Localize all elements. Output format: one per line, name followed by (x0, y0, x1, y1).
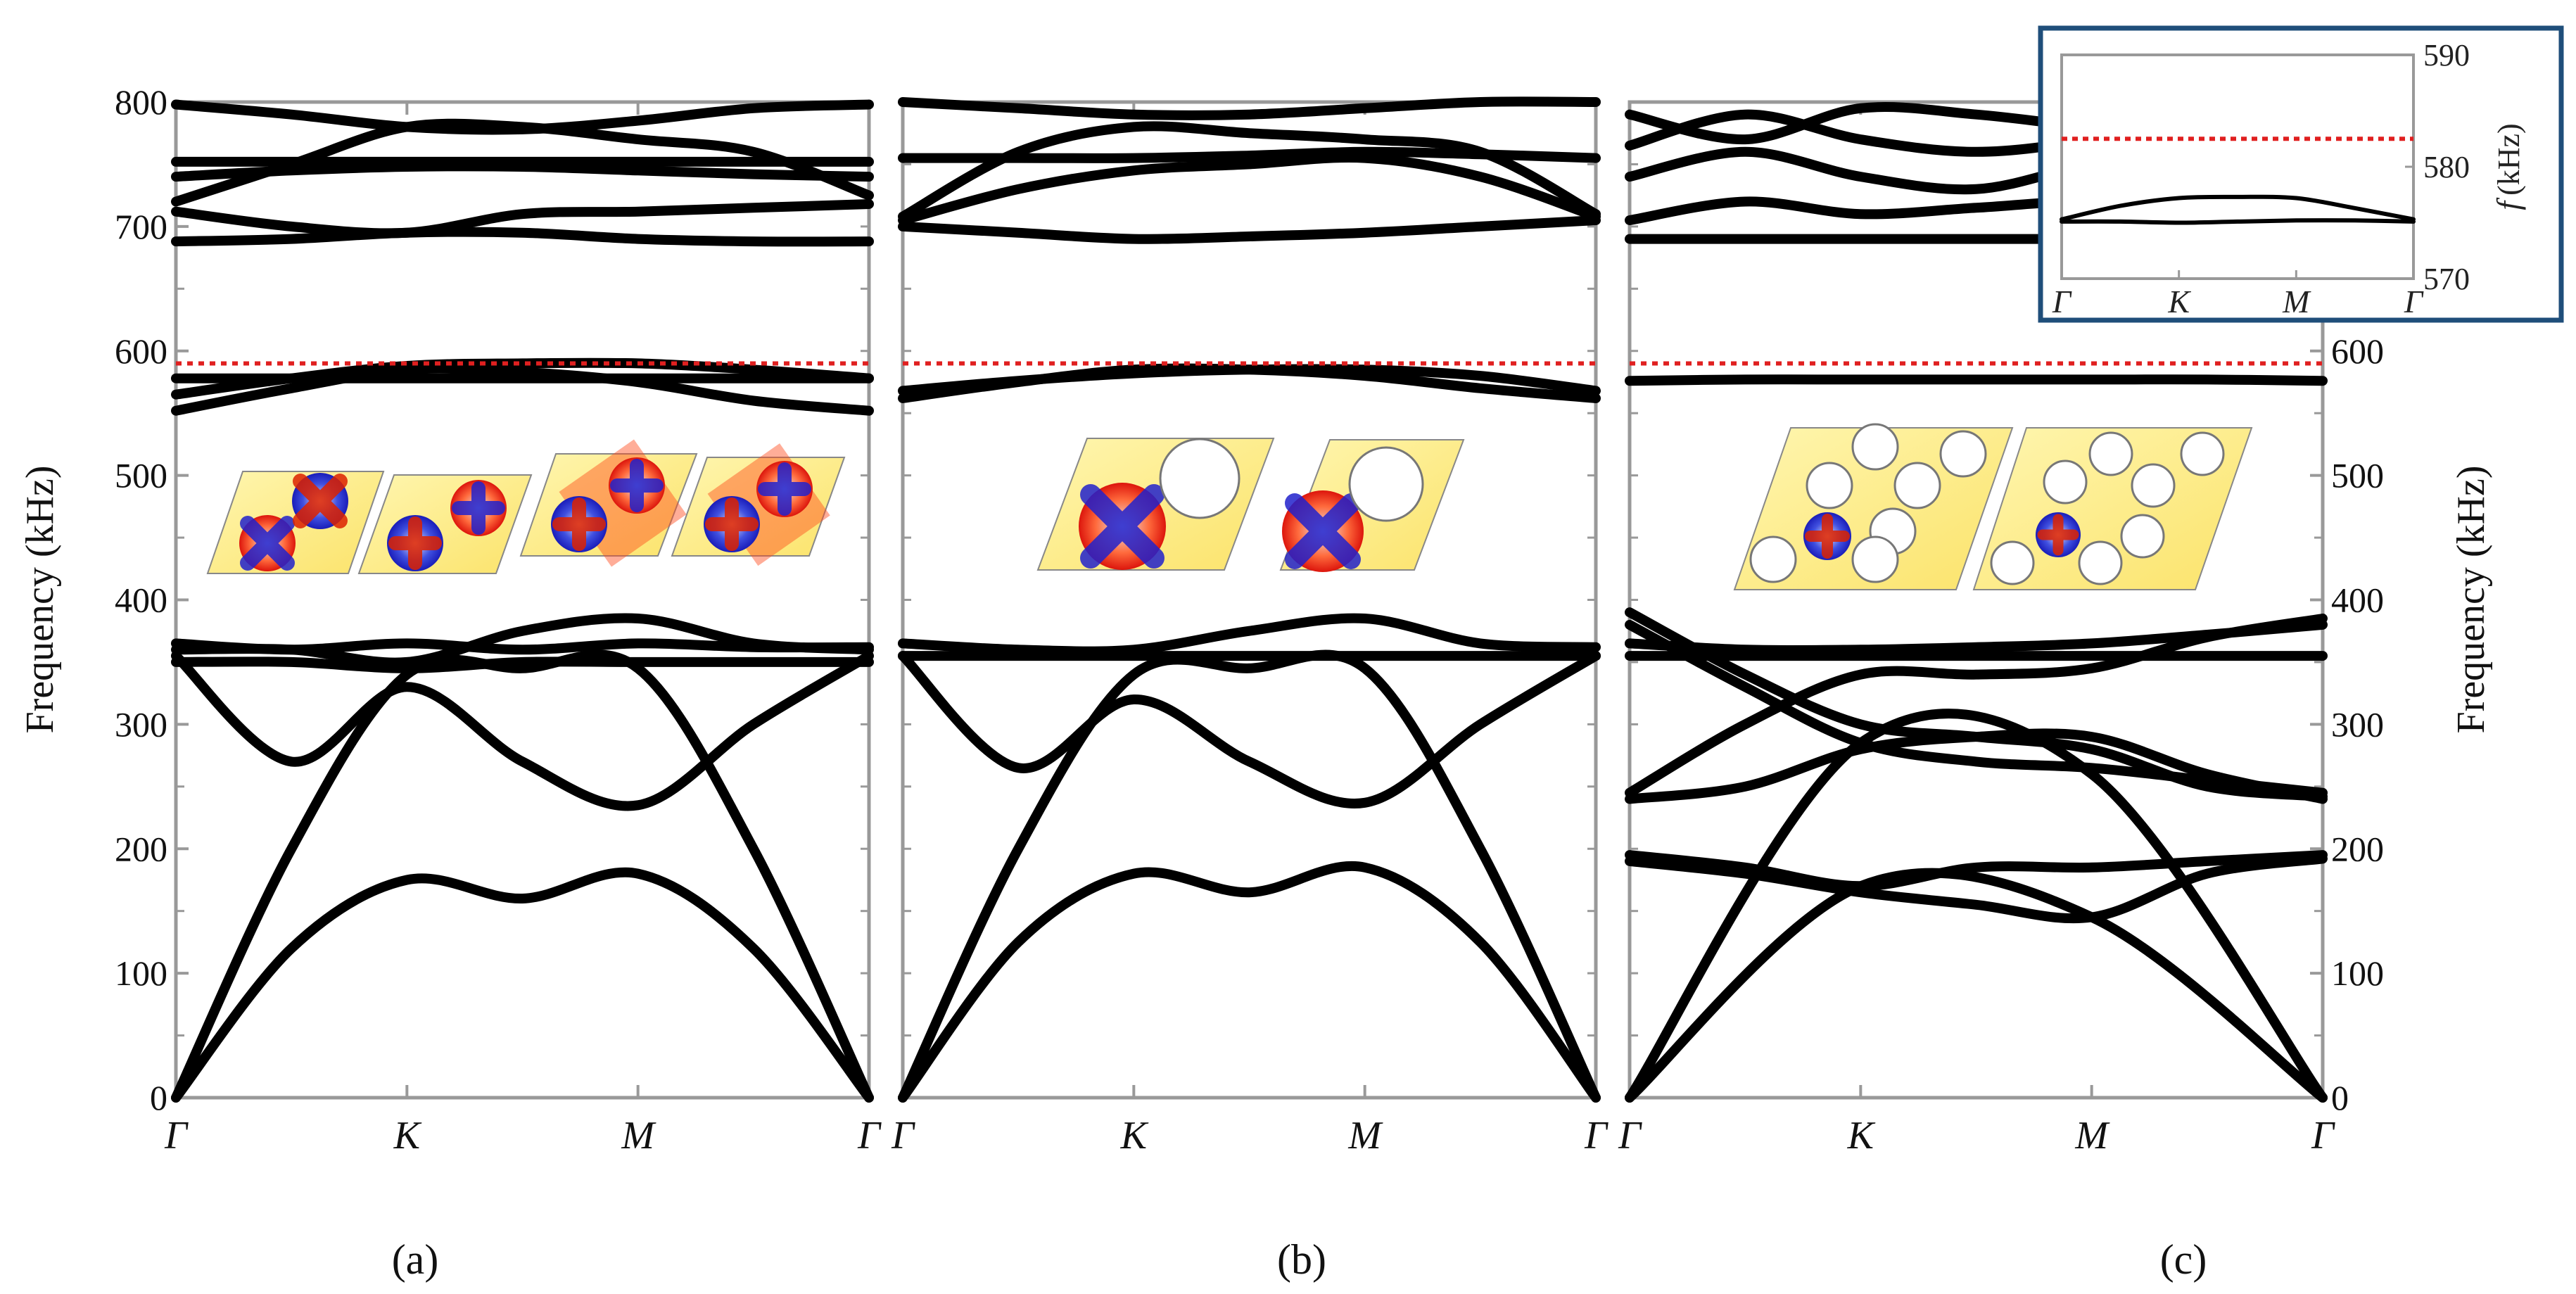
panel-b-band-11 (898, 146, 1601, 163)
panel-b-caption: (b) (1277, 1236, 1326, 1283)
panel-c-y-tick-label: 200 (2331, 829, 2384, 868)
panel-a-band-4 (171, 656, 874, 673)
panel-c-y-tick-label: 0 (2331, 1078, 2349, 1117)
inset-band-2 (2060, 218, 2416, 225)
panel-b-x-tick-label: Γ (1584, 1114, 1609, 1157)
panel-a-y-tick-label: 500 (115, 456, 167, 495)
panel-c-y-tick-label: 400 (2331, 581, 2384, 620)
panel-c-y-tick-label: 500 (2331, 456, 2384, 495)
panel-a-x-tick-label: K (393, 1114, 422, 1157)
panel-c-x-tick-label: M (2074, 1114, 2110, 1157)
panel-a-y-tick-label: 800 (115, 82, 167, 122)
panel-a-frame (174, 100, 871, 1100)
panel-a-minor-ticks (176, 101, 869, 1099)
panel-a-y-tick-label: 200 (115, 829, 167, 868)
panel-b-x-tick-label: M (1347, 1114, 1383, 1157)
panel-a-y-tick-label: 300 (115, 704, 167, 744)
panel-c-y-ticks: 0 100 200 300 400 500 600 (2310, 331, 2384, 1117)
panel-a-mode-thumbnail-3 (519, 439, 698, 567)
panel-a-band-7 (171, 363, 874, 416)
panel-a-mode-thumbnail-4 (671, 443, 846, 566)
panel-a-x-tick-label: Γ (857, 1114, 882, 1157)
panel-c-y-tick-label: 100 (2331, 953, 2384, 993)
panel-b-band-1 (898, 861, 1601, 1103)
panel-b-band-8 (898, 215, 1601, 244)
panel-c-y-tick-label: 300 (2331, 704, 2384, 744)
panel-a-bands (171, 99, 874, 1103)
panel-b-band-2 (898, 649, 1601, 1103)
panel-b-x-tick-label: K (1120, 1114, 1149, 1157)
panel-c-x-tick-label: K (1847, 1114, 1876, 1157)
panel-c-band-2 (1625, 709, 2328, 1103)
panel-c-band-9 (1625, 607, 2328, 801)
panel-b-bands (898, 96, 1601, 1103)
inset-x-tick-label: Γ (2404, 284, 2424, 319)
panel-a-y-tick-label: 0 (150, 1078, 167, 1117)
panel-c-band-11 (1625, 374, 2328, 386)
panel-c-band-4 (1625, 854, 2328, 924)
panel-c-x-tick-label: Γ (2311, 1114, 2335, 1157)
panel-c-band-10 (1625, 619, 2328, 656)
panel-a-band-15 (171, 99, 874, 135)
inset-bands (2060, 194, 2416, 225)
panel-a: 0 100 200 300 400 500 600 700 800 Γ K M Γ Frequency… (18, 82, 882, 1283)
panel-a-band-6 (171, 638, 874, 655)
panel-a-caption: (a) (392, 1236, 439, 1283)
panel-c-band-1 (1625, 868, 2328, 1103)
panel-a-x-tick-label: M (621, 1114, 656, 1157)
panel-b: Γ K M Γ (b) (891, 96, 1609, 1283)
panel-a-y-tick-label: 700 (115, 207, 167, 246)
panel-c-y-tick-label: 600 (2331, 331, 2384, 371)
inset-y-ticks: 570 580 590 (2405, 38, 2470, 296)
panel-a-band-2 (171, 649, 874, 1103)
panel-b-mode-thumbnail-2 (1279, 439, 1465, 572)
panel-c-band-8 (1625, 619, 2328, 798)
panel-a-band-5 (171, 613, 874, 668)
panel-a-y-tick-label: 600 (115, 331, 167, 371)
inset-band-1 (2060, 194, 2416, 222)
panel-b-band-3 (898, 651, 1601, 808)
panel-b-band-12 (898, 96, 1601, 120)
panel-b-band-9 (898, 152, 1601, 225)
inset-y-tick-label: 590 (2423, 38, 2470, 72)
inset-x-tick-label: K (2167, 284, 2191, 319)
panel-a-x-tick-label: Γ (164, 1114, 189, 1157)
panel-c-caption: (c) (2160, 1236, 2207, 1283)
panel-c: 0 100 200 300 400 500 600 Γ K M Γ Frequency (kHz)… (1618, 100, 2493, 1283)
panel-c-x-ticks: Γ K M Γ (1618, 102, 2335, 1157)
panel-a-mode-thumbnail-2 (357, 474, 533, 574)
panel-a-band-1 (171, 867, 874, 1103)
panel-a-mode-thumbnail-1 (206, 471, 385, 574)
panel-b-x-tick-label: Γ (891, 1114, 915, 1157)
panel-b-band-7 (898, 364, 1601, 396)
inset-y-tick-label: 580 (2423, 150, 2470, 184)
inset-frame (2038, 25, 2564, 323)
inset-x-tick-label: M (2282, 284, 2311, 319)
panel-a-y-tick-label: 100 (115, 953, 167, 993)
panel-b-frame (901, 100, 1598, 1100)
panel-c-mode-thumbnail-2 (1972, 427, 2253, 590)
inset-y-axis-unit: (kHz) (2492, 123, 2526, 196)
panel-b-band-5 (898, 613, 1601, 656)
panel-a-band-10 (171, 227, 874, 247)
panel-a-band-3 (171, 651, 874, 811)
panel-a-y-tick-label: 400 (115, 581, 167, 620)
panel-a-y-ticks: 0 100 200 300 400 500 600 700 800 (115, 82, 189, 1117)
panel-a-band-13 (171, 161, 874, 182)
panel-b-mode-thumbnail-1 (1036, 438, 1275, 571)
panel-c-mode-thumbnail-1 (1733, 423, 2014, 590)
inset-y-tick-label: 570 (2423, 262, 2470, 296)
panel-c-band-3 (1625, 850, 2328, 892)
panel-a-y-axis-label: Frequency (kHz) (18, 466, 62, 734)
panel-a-band-11 (171, 199, 874, 239)
inset-x-tick-label: Γ (2052, 284, 2072, 319)
panel-c-x-tick-label: Γ (1618, 1114, 1642, 1157)
panel-c-y-axis-label: Frequency (kHz) (2449, 466, 2493, 734)
panel-b-band-10 (898, 121, 1601, 222)
